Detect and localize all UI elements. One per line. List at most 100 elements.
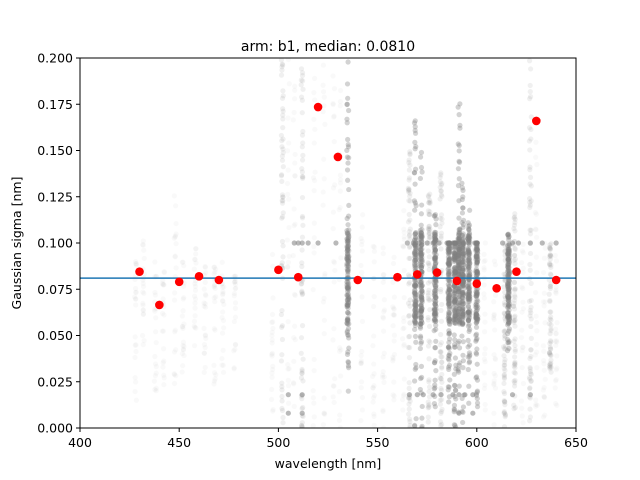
background-point xyxy=(268,396,275,402)
background-point xyxy=(519,309,525,315)
background-point xyxy=(390,304,396,310)
background-point xyxy=(300,356,306,362)
background-point xyxy=(473,293,480,299)
background-point xyxy=(467,271,473,277)
background-point xyxy=(438,230,445,236)
background-point xyxy=(432,307,438,313)
background-point xyxy=(460,304,466,310)
background-point xyxy=(358,235,364,242)
background-point xyxy=(491,378,497,384)
background-point xyxy=(506,253,512,259)
background-point xyxy=(446,269,452,275)
background-point xyxy=(547,338,554,344)
background-point xyxy=(506,340,512,346)
background-point xyxy=(460,352,466,358)
background-point xyxy=(455,308,461,315)
background-point xyxy=(438,188,444,194)
background-point xyxy=(299,424,305,428)
background-column xyxy=(500,240,509,428)
background-point xyxy=(473,313,479,320)
background-point xyxy=(456,338,462,344)
background-point xyxy=(502,343,509,349)
background-point xyxy=(502,346,509,352)
background-point xyxy=(413,303,419,309)
background-point xyxy=(520,380,526,387)
background-point xyxy=(311,235,317,241)
background-point xyxy=(419,282,425,289)
background-point xyxy=(280,420,286,426)
background-point xyxy=(161,375,167,381)
background-point xyxy=(426,356,432,362)
background-point xyxy=(505,256,511,262)
background-point xyxy=(506,271,512,277)
background-point xyxy=(380,245,386,251)
background-point xyxy=(419,169,425,175)
background-point xyxy=(285,400,292,406)
background-point xyxy=(512,359,518,365)
background-point xyxy=(285,366,291,372)
background-point xyxy=(300,152,306,158)
background-point xyxy=(466,260,473,266)
background-point xyxy=(211,264,218,270)
background-point xyxy=(192,305,198,311)
background-point xyxy=(359,224,365,230)
background-point xyxy=(413,283,419,289)
background-point xyxy=(431,288,438,294)
background-point xyxy=(133,261,139,267)
background-point xyxy=(406,406,412,412)
background-point xyxy=(481,265,487,271)
background-point xyxy=(438,349,444,355)
background-point xyxy=(546,291,552,297)
background-point xyxy=(456,306,462,312)
background-point xyxy=(459,269,465,275)
background-point xyxy=(140,280,146,287)
background-point xyxy=(520,269,526,275)
background-point xyxy=(132,375,138,381)
background-point xyxy=(451,300,457,306)
background-point xyxy=(547,309,553,315)
background-point xyxy=(451,308,457,314)
background-point xyxy=(459,265,466,272)
background-point xyxy=(456,287,462,293)
background-point xyxy=(412,301,419,307)
background-point xyxy=(438,188,444,194)
background-point xyxy=(405,344,411,350)
background-point xyxy=(432,310,438,316)
background-point xyxy=(445,271,451,277)
background-point xyxy=(300,378,306,384)
background-point xyxy=(419,307,425,314)
background-point xyxy=(541,303,547,309)
background-point xyxy=(541,367,547,373)
background-point xyxy=(346,335,352,341)
background-point xyxy=(406,255,412,261)
background-point xyxy=(371,422,377,428)
background-point xyxy=(474,259,480,265)
background-point xyxy=(358,262,364,269)
background-point xyxy=(447,255,453,262)
background-point xyxy=(412,234,418,240)
background-point xyxy=(431,213,437,219)
background-column xyxy=(310,75,318,428)
background-point xyxy=(433,326,439,332)
background-point xyxy=(501,365,507,372)
background-point xyxy=(412,277,418,283)
background-point xyxy=(344,167,351,173)
background-point xyxy=(192,280,198,287)
background-point xyxy=(439,397,445,403)
background-point xyxy=(405,272,412,278)
background-point xyxy=(505,256,512,262)
background-point xyxy=(446,287,453,293)
background-point xyxy=(426,211,432,217)
background-point xyxy=(345,349,351,355)
background-point xyxy=(286,196,292,202)
background-point xyxy=(505,256,511,262)
background-point xyxy=(451,409,457,415)
cluster-point xyxy=(515,240,522,246)
background-point xyxy=(413,298,419,304)
background-point xyxy=(451,283,457,289)
background-point xyxy=(346,107,352,114)
background-point xyxy=(426,226,432,232)
background-point xyxy=(518,398,525,404)
background-point xyxy=(336,207,342,213)
background-point xyxy=(425,208,431,214)
